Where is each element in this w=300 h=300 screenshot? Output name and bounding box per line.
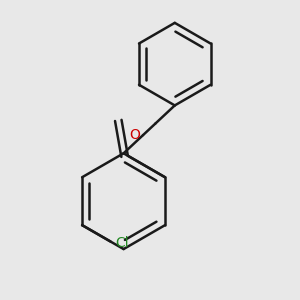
- Text: Cl: Cl: [116, 236, 129, 250]
- Text: O: O: [129, 128, 140, 142]
